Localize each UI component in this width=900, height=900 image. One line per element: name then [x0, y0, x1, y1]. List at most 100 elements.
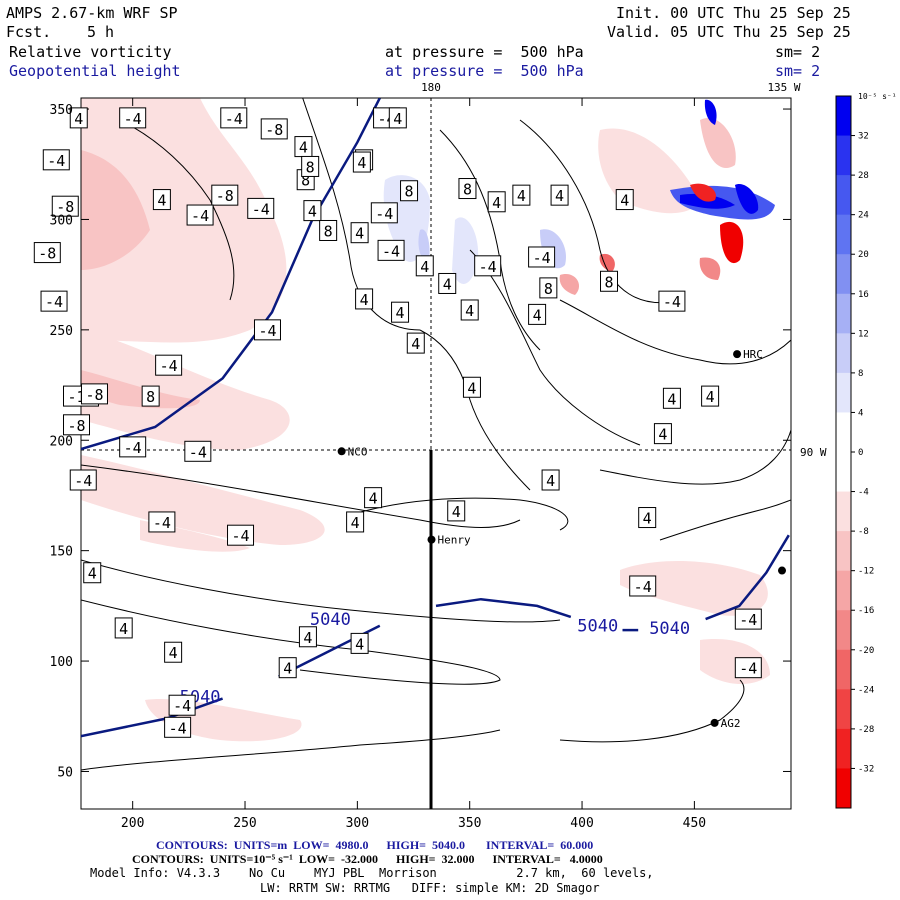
svg-text:-4: -4 [382, 242, 400, 260]
svg-text:4: 4 [452, 503, 461, 521]
vorticity-label: -8 [211, 184, 239, 206]
vorticity-label: -4 [370, 202, 398, 224]
vorticity-label: 8 [539, 277, 558, 299]
svg-text:8: 8 [463, 181, 472, 199]
vorticity-label: -4 [528, 246, 556, 268]
svg-text:4: 4 [88, 565, 97, 583]
vorticity-label: 4 [653, 423, 672, 445]
svg-text:4: 4 [119, 620, 128, 638]
svg-text:8: 8 [604, 273, 613, 291]
station-marker: AG2 [710, 717, 741, 730]
svg-text:4: 4 [157, 192, 166, 210]
y-tick-label: 250 [50, 324, 73, 339]
svg-text:4: 4 [74, 110, 83, 128]
vorticity-label: -4 [629, 575, 657, 597]
colorbar-level: 32 [858, 132, 869, 142]
svg-text:4: 4 [360, 291, 369, 309]
svg-text:4: 4 [555, 187, 564, 205]
pressure-vorticity: at pressure = 500 hPa [385, 43, 584, 61]
vorticity-label: 4 [391, 301, 410, 323]
svg-text:-4: -4 [173, 697, 191, 715]
svg-text:-4: -4 [124, 439, 142, 457]
vorticity-label: 4 [346, 511, 365, 533]
height-contour-line [705, 534, 790, 621]
svg-text:-4: -4 [169, 719, 187, 737]
svg-text:4: 4 [443, 275, 452, 293]
colorbar-segment [836, 135, 851, 176]
vorticity-label: -4 [119, 107, 147, 129]
footer-height-contours: CONTOURS: UNITS=m LOW= 4980.0 HIGH= 5040… [156, 838, 594, 852]
vorticity-label: 4 [415, 255, 434, 277]
lon-180-label: 180 [421, 81, 441, 94]
station-markers: NCO Henry HRC AG2 [337, 348, 787, 730]
colorbar-units: 10⁻⁵ s⁻¹ [858, 92, 897, 101]
vorticity-label: -4 [247, 197, 275, 219]
svg-text:8: 8 [405, 183, 414, 201]
x-tick-label: 350 [458, 816, 481, 831]
svg-text:-4: -4 [45, 293, 63, 311]
forecast-value: 5 h [87, 23, 115, 41]
colorbar-level: 8 [858, 369, 863, 379]
vorticity-contour-labels: -44-4-8848-448-4-8-84-4-4844884-4-44444-… [33, 107, 762, 738]
svg-text:AG2: AG2 [721, 717, 741, 730]
svg-text:4: 4 [169, 644, 178, 662]
colorbar-level: -12 [858, 567, 874, 577]
vorticity-label: 4 [350, 222, 369, 244]
svg-text:4: 4 [396, 304, 405, 322]
vorticity-label: -4 [148, 511, 176, 533]
svg-text:4: 4 [643, 510, 652, 528]
colorbar-segment [836, 531, 851, 572]
vorticity-label: 4 [350, 632, 369, 654]
field-vorticity: Relative vorticity [9, 43, 172, 61]
vorticity-label: 4 [406, 332, 425, 354]
vorticity-label: 4 [447, 500, 466, 522]
svg-text:8: 8 [301, 172, 310, 190]
svg-text:-4: -4 [258, 322, 276, 340]
x-tick-labels: 200 250 300 350 400 450 [121, 816, 706, 831]
svg-text:-4: -4 [225, 110, 243, 128]
svg-text:8: 8 [306, 158, 315, 176]
svg-text:4: 4 [411, 335, 420, 353]
svg-text:4: 4 [299, 139, 308, 157]
vorticity-label: 4 [278, 657, 297, 679]
svg-text:-4: -4 [252, 200, 270, 218]
y-tick-label: 100 [50, 655, 73, 670]
colorbar-segment [836, 214, 851, 255]
vorticity-label: 8 [400, 180, 419, 202]
vorticity-label: -8 [63, 414, 91, 436]
vorticity-label: 4 [298, 626, 317, 648]
x-tick-label: 400 [570, 816, 593, 831]
vorticity-label: -4 [658, 290, 686, 312]
colorbar-segment [836, 768, 851, 809]
colorbar-level: 0 [858, 448, 863, 458]
vorticity-label: 4 [388, 107, 407, 129]
pressure-geopotential: at pressure = 500 hPa [385, 62, 584, 80]
vorticity-label: -4 [155, 354, 183, 376]
lon-135w-label: 135 W [767, 81, 800, 94]
init-time: Init. 00 UTC Thu 25 Sep 25 [616, 4, 851, 22]
vorticity-label: 8 [319, 219, 338, 241]
vorticity-label: -4 [253, 319, 281, 341]
smoothing-vorticity: sm= 2 [775, 43, 821, 61]
height-label: 5040 [310, 610, 351, 630]
colorbar-segment [836, 293, 851, 334]
colorbar-segment [836, 96, 851, 137]
vorticity-label: -4 [186, 204, 214, 226]
vorticity-label: 4 [438, 272, 457, 294]
vorticity-label: -4 [734, 608, 762, 630]
svg-text:-4: -4 [189, 443, 207, 461]
colorbar-segment [836, 491, 851, 532]
svg-text:4: 4 [393, 110, 402, 128]
svg-text:4: 4 [357, 154, 366, 172]
x-tick-label: 200 [121, 816, 144, 831]
colorbar-level: 4 [858, 408, 863, 418]
vorticity-label: 8 [301, 155, 320, 177]
vorticity-label: 4 [550, 184, 569, 206]
colorbar-segment [836, 689, 851, 730]
station-marker: NCO [337, 445, 368, 458]
station-marker [778, 566, 787, 575]
vorticity-label: -4 [42, 149, 70, 171]
colorbar-level: -16 [858, 606, 874, 616]
svg-text:-8: -8 [85, 386, 103, 404]
